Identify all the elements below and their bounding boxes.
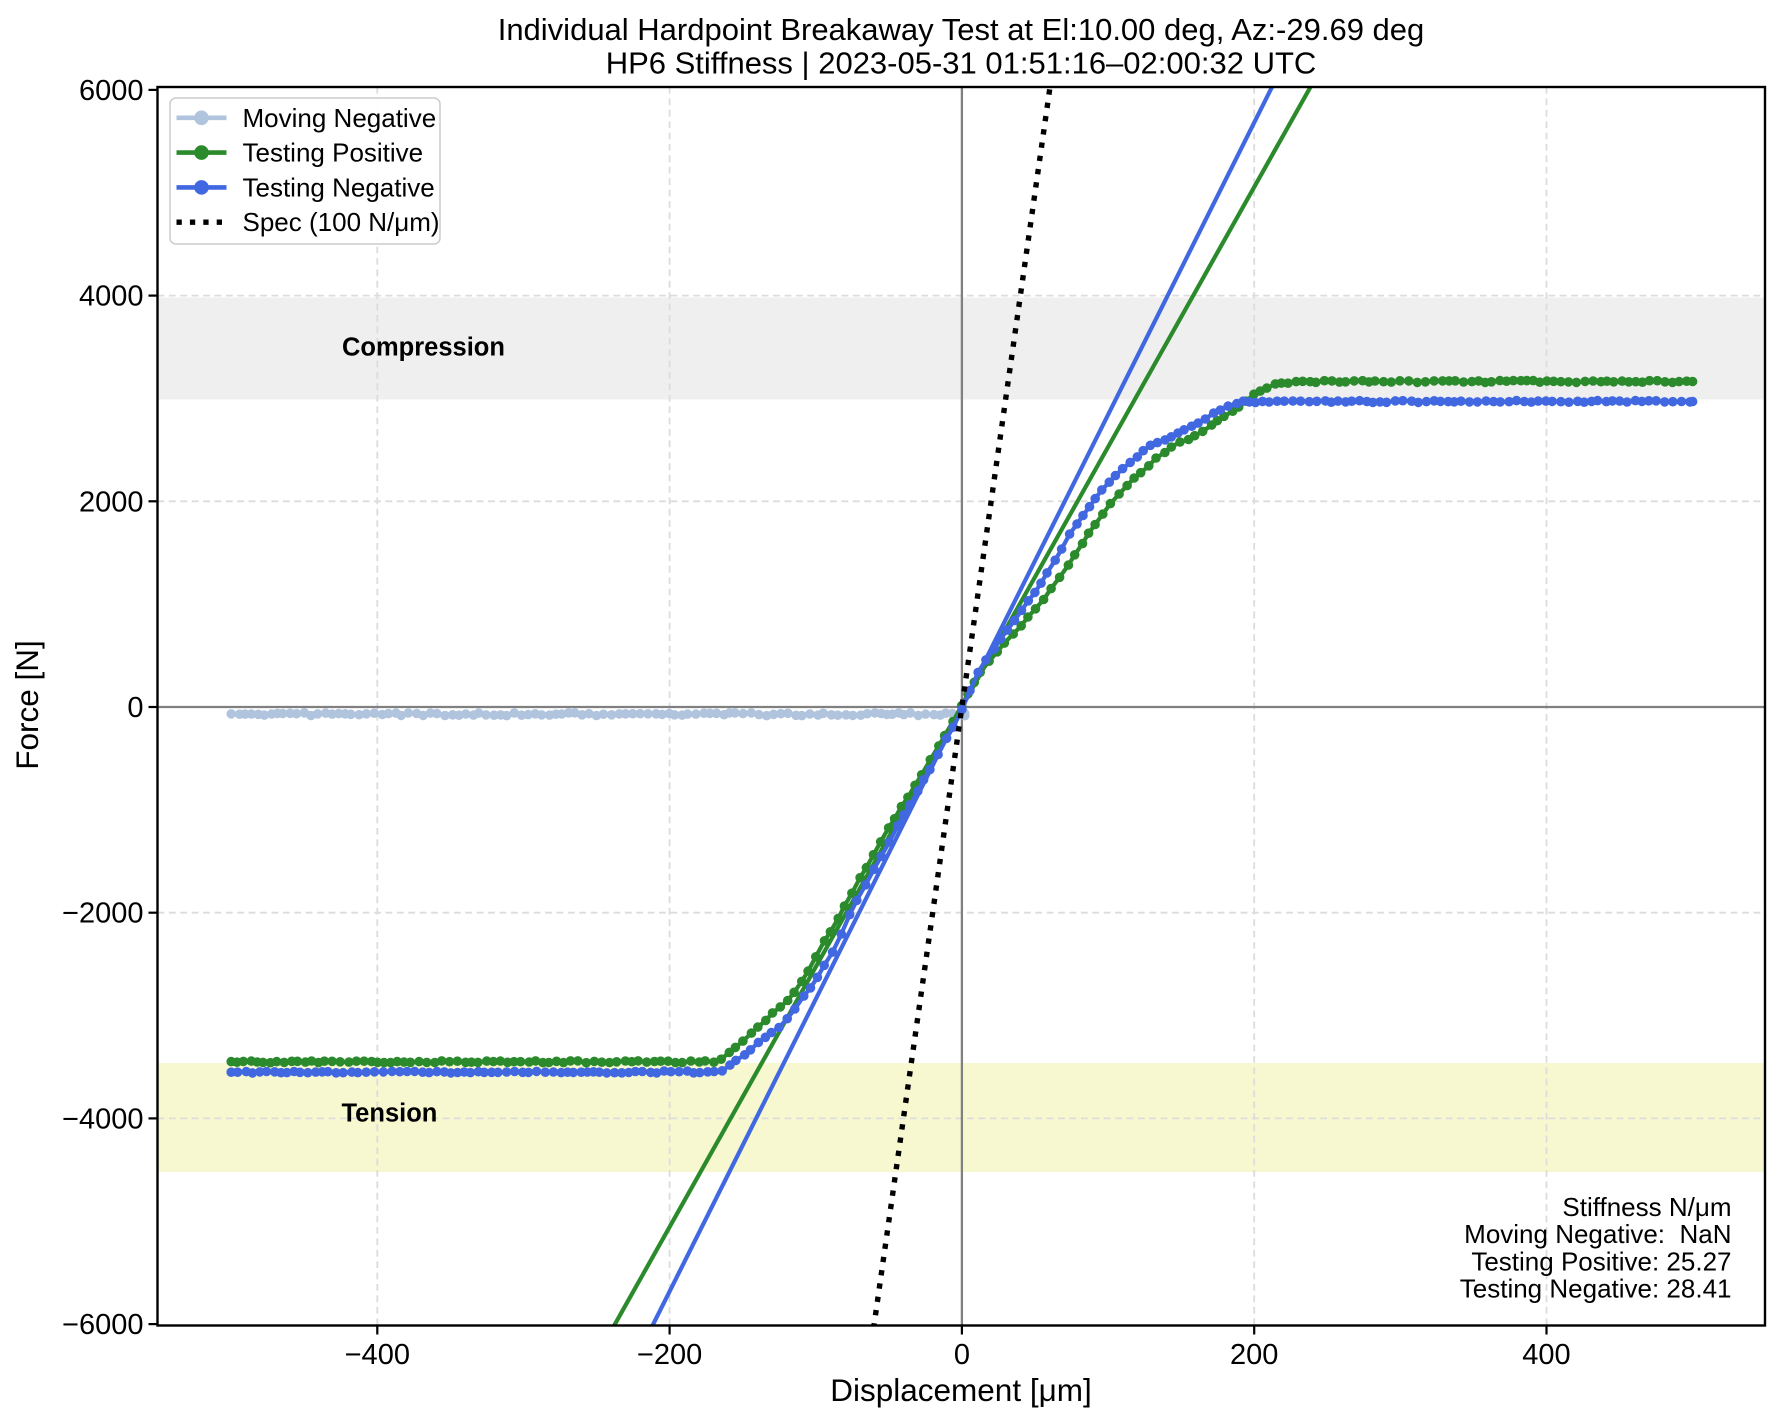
svg-text:Moving Negative: NaN: Moving Negative: NaN	[1464, 1219, 1731, 1249]
svg-text:6000: 6000	[79, 75, 144, 107]
svg-text:200: 200	[1230, 1339, 1278, 1371]
svg-text:0: 0	[127, 692, 143, 724]
svg-text:HP6 Stiffness | 2023-05-31 01:: HP6 Stiffness | 2023-05-31 01:51:16–02:0…	[606, 45, 1317, 80]
svg-text:−6000: −6000	[62, 1309, 143, 1341]
svg-text:Testing Positive: Testing Positive	[243, 138, 424, 168]
svg-text:2000: 2000	[79, 486, 144, 518]
svg-text:Testing Negative: 28.41: Testing Negative: 28.41	[1460, 1274, 1732, 1304]
svg-text:−4000: −4000	[62, 1103, 143, 1135]
svg-text:−200: −200	[637, 1339, 702, 1371]
svg-text:0: 0	[954, 1339, 970, 1371]
svg-text:400: 400	[1522, 1339, 1570, 1371]
svg-text:Force [N]: Force [N]	[9, 640, 45, 770]
svg-text:−400: −400	[345, 1339, 410, 1371]
svg-text:Testing Positive: 25.27: Testing Positive: 25.27	[1471, 1246, 1731, 1276]
svg-text:−2000: −2000	[62, 898, 143, 930]
svg-text:Testing Negative: Testing Negative	[243, 172, 435, 202]
svg-text:Tension: Tension	[342, 1099, 438, 1127]
svg-text:Individual Hardpoint Breakaway: Individual Hardpoint Breakaway Test at E…	[498, 12, 1425, 47]
svg-text:Moving Negative: Moving Negative	[243, 103, 437, 133]
svg-text:Compression: Compression	[342, 333, 505, 361]
svg-text:Stiffness N/μm: Stiffness N/μm	[1562, 1192, 1731, 1222]
svg-text:Spec (100 N/μm): Spec (100 N/μm)	[243, 207, 440, 237]
svg-text:4000: 4000	[79, 281, 144, 313]
svg-text:Displacement [μm]: Displacement [μm]	[830, 1372, 1091, 1408]
